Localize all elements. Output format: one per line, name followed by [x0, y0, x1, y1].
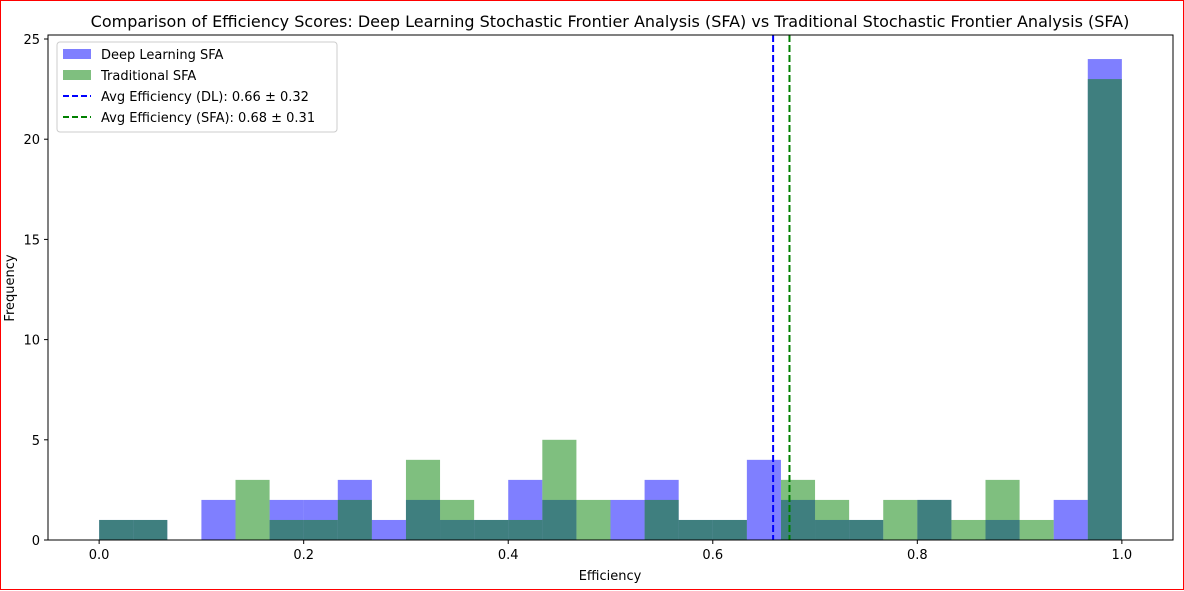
bar-sfa-24: [917, 499, 952, 540]
y-tick-label: 10: [23, 334, 40, 349]
bar-sfa-9: [405, 459, 441, 540]
y-axis-label: Frequency: [3, 254, 18, 321]
bar-dl-28: [1053, 499, 1088, 540]
x-tick-label: 0.0: [89, 548, 110, 563]
bar-sfa-0: [99, 519, 134, 540]
bar-sfa-5: [269, 519, 304, 540]
x-tick-label: 1.0: [1112, 548, 1133, 563]
bar-sfa-22: [849, 519, 884, 540]
bar-sfa-10: [440, 499, 475, 540]
chart-title: Comparison of Efficiency Scores: Deep Le…: [91, 12, 1130, 31]
legend-label-sfa: Traditional SFA: [100, 69, 196, 84]
bar-sfa-17: [678, 519, 713, 540]
y-tick-label: 0: [32, 534, 40, 549]
legend-swatch-sfa: [63, 70, 91, 80]
bar-dl-15: [610, 499, 645, 540]
bar-sfa-20: [780, 479, 816, 540]
y-axis-ticks: 0 5 10 15 20 25: [23, 33, 48, 549]
bar-sfa-11: [474, 519, 509, 540]
bar-sfa-21: [815, 499, 850, 540]
bar-sfa-18: [712, 519, 747, 540]
legend: Deep Learning SFA Traditional SFA Avg Effi…: [56, 41, 338, 133]
legend-swatch-dl: [63, 49, 91, 59]
x-tick-label: 0.2: [293, 548, 314, 563]
average-lines: [772, 35, 791, 540]
histogram-bars: [99, 59, 1122, 541]
bar-sfa-1: [133, 519, 168, 540]
bar-sfa-23: [883, 499, 918, 540]
x-axis-label: Efficiency: [579, 569, 642, 584]
y-tick-label: 20: [23, 133, 40, 148]
plot-area: [47, 34, 1174, 541]
x-axis-ticks: 0.0 0.2 0.4 0.6 0.8 1.0: [89, 540, 1132, 563]
x-tick-label: 0.6: [702, 548, 723, 563]
bar-sfa-29: [1087, 79, 1122, 540]
bar-sfa-4: [235, 479, 270, 540]
bar-sfa-14: [576, 499, 611, 540]
bar-sfa-25: [951, 519, 986, 540]
bar-sfa-6: [303, 519, 338, 540]
y-tick-label: 5: [32, 434, 40, 449]
bar-sfa-7: [337, 499, 372, 540]
legend-label-avg-dl: Avg Efficiency (DL): 0.66 ± 0.32: [101, 90, 309, 105]
bar-sfa-12: [508, 519, 543, 540]
bar-sfa-13: [542, 439, 577, 540]
bar-sfa-16: [644, 499, 679, 540]
y-tick-label: 25: [23, 33, 40, 48]
legend-label-avg-sfa: Avg Efficiency (SFA): 0.68 ± 0.31: [101, 111, 315, 126]
bar-dl-8: [371, 519, 406, 540]
bar-dl-3: [201, 499, 236, 540]
y-tick-label: 15: [23, 233, 40, 248]
legend-label-dl: Deep Learning SFA: [101, 48, 223, 63]
bar-dl-19: [746, 459, 781, 540]
bar-sfa-27: [1019, 519, 1054, 540]
x-tick-label: 0.4: [498, 548, 519, 563]
x-tick-label: 0.8: [907, 548, 928, 563]
bar-sfa-26: [985, 479, 1020, 540]
legend-box: [56, 41, 338, 133]
